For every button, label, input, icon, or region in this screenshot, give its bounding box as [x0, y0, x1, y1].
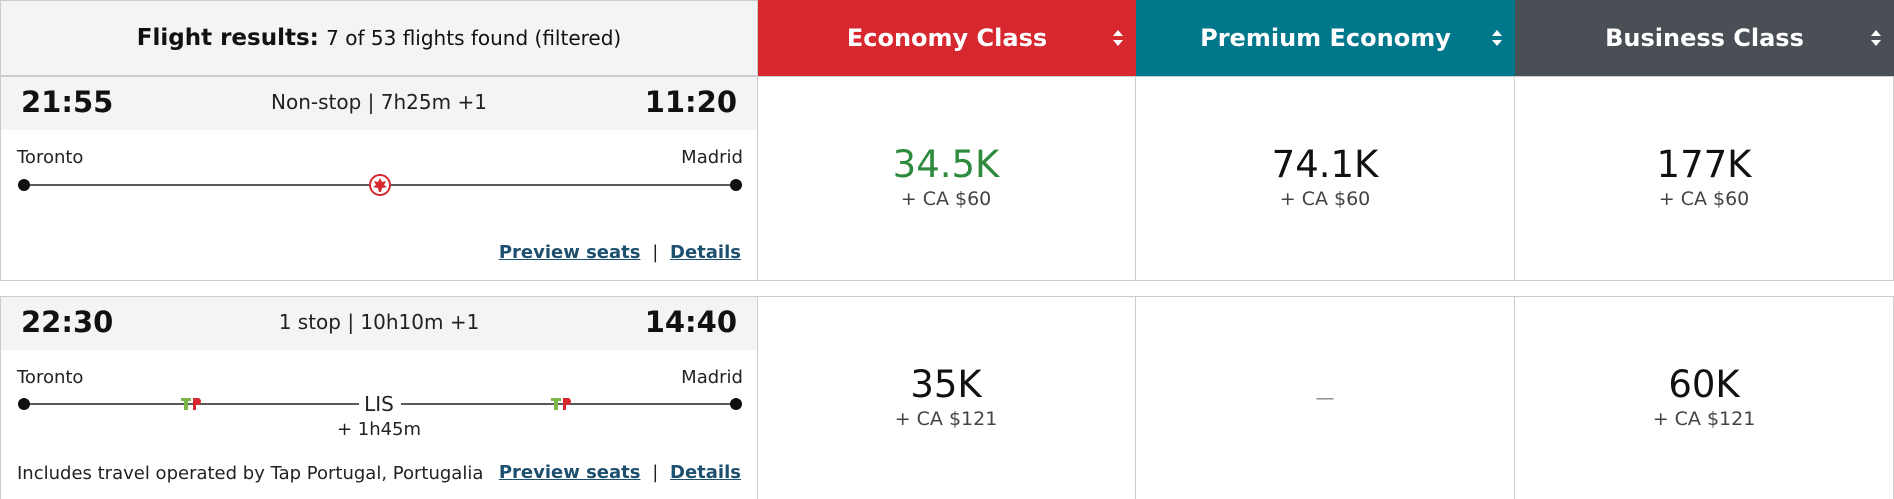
- arrive-time: 14:40: [644, 305, 737, 339]
- fare-cash: + CA $60: [1658, 188, 1750, 210]
- layover-time: + 1h45m: [336, 419, 422, 440]
- column-title: Premium Economy: [1200, 24, 1451, 52]
- fare-cell: —: [1136, 296, 1515, 499]
- links: Preview seats | Details: [498, 242, 741, 263]
- sort-icon: [1871, 30, 1881, 46]
- preview-seats-link[interactable]: Preview seats: [498, 462, 641, 483]
- depart-time: 22:30: [21, 305, 114, 339]
- fare-cell[interactable]: 74.1K + CA $60: [1136, 76, 1515, 281]
- fare-cash: + CA $60: [1279, 188, 1371, 210]
- results-summary: 7 of 53 flights found (filtered): [326, 26, 622, 50]
- sort-icon: [1492, 30, 1502, 46]
- results-header: Flight results: 7 of 53 flights found (f…: [0, 0, 758, 76]
- fare-cash: + CA $121: [1652, 408, 1756, 430]
- fare-cell[interactable]: 35K + CA $121: [757, 296, 1136, 499]
- fare-cell[interactable]: 60K + CA $121: [1515, 296, 1894, 499]
- route-line: [18, 174, 742, 196]
- fare-cash: + CA $60: [900, 188, 992, 210]
- preview-seats-link[interactable]: Preview seats: [498, 242, 641, 263]
- route-summary: 1 stop | 10h10m +1: [278, 310, 480, 334]
- flight-card: 22:30 1 stop | 10h10m +1 14:40 Toronto M…: [0, 296, 758, 499]
- fare-points: 35K: [910, 363, 982, 406]
- origin: Toronto: [17, 147, 84, 168]
- fare-cash: + CA $121: [894, 408, 998, 430]
- origin: Toronto: [17, 367, 84, 388]
- fare-points: 74.1K: [1271, 143, 1379, 186]
- flight-card: 21:55 Non-stop | 7h25m +1 11:20 Toronto …: [0, 76, 758, 281]
- operator-note: Includes travel operated by Tap Portugal…: [17, 463, 484, 484]
- destination: Madrid: [681, 367, 743, 388]
- fare-cell[interactable]: 177K + CA $60: [1515, 76, 1894, 281]
- time-bar: [1, 77, 757, 130]
- details-link[interactable]: Details: [670, 462, 741, 483]
- route-summary: Non-stop | 7h25m +1: [271, 90, 487, 114]
- column-title: Economy Class: [846, 24, 1048, 52]
- time-bar: [1, 297, 757, 350]
- arrive-time: 11:20: [644, 85, 737, 119]
- fare-points: 34.5K: [892, 143, 1000, 186]
- business-header[interactable]: Business Class: [1515, 0, 1894, 76]
- depart-time: 21:55: [21, 85, 114, 119]
- destination: Madrid: [681, 147, 743, 168]
- route-line: [18, 398, 742, 410]
- fare-points: 177K: [1656, 143, 1752, 186]
- economy-header[interactable]: Economy Class: [758, 0, 1136, 76]
- fare-cell[interactable]: 34.5K + CA $60: [757, 76, 1136, 281]
- column-title: Business Class: [1605, 24, 1804, 52]
- results-title: Flight results:: [136, 25, 319, 51]
- premium-header[interactable]: Premium Economy: [1136, 0, 1515, 76]
- details-link[interactable]: Details: [670, 242, 741, 263]
- links: Preview seats | Details: [498, 462, 741, 483]
- fare-points: 60K: [1668, 363, 1740, 406]
- sort-icon: [1113, 30, 1123, 46]
- stopover-airport: LIS: [364, 392, 394, 416]
- fare-unavailable: —: [1315, 387, 1335, 409]
